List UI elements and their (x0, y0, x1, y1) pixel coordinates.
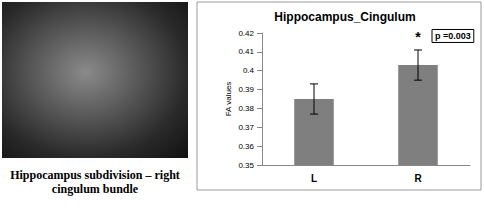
svg-text:p =0.003: p =0.003 (435, 31, 471, 41)
svg-text:0.4: 0.4 (243, 66, 255, 75)
svg-text:0.38: 0.38 (238, 104, 254, 113)
html-text:Hippocampus subdivision – righ: Hippocampus subdivision – right cingulum… (10, 168, 180, 196)
svg-text:0.39: 0.39 (238, 85, 254, 94)
svg-text:0.41: 0.41 (238, 47, 254, 56)
svg-text:0.36: 0.36 (238, 142, 254, 151)
svg-text:0.35: 0.35 (238, 161, 254, 170)
svg-text:Hippocampus_Cingulum: Hippocampus_Cingulum (274, 10, 415, 24)
svg-text:0.37: 0.37 (238, 123, 254, 132)
svg-text:L: L (311, 173, 317, 184)
svg-text:R: R (414, 173, 422, 184)
svg-text:FA values: FA values (224, 82, 233, 117)
svg-text:*: * (415, 29, 421, 45)
svg-text:0.42: 0.42 (238, 29, 254, 38)
